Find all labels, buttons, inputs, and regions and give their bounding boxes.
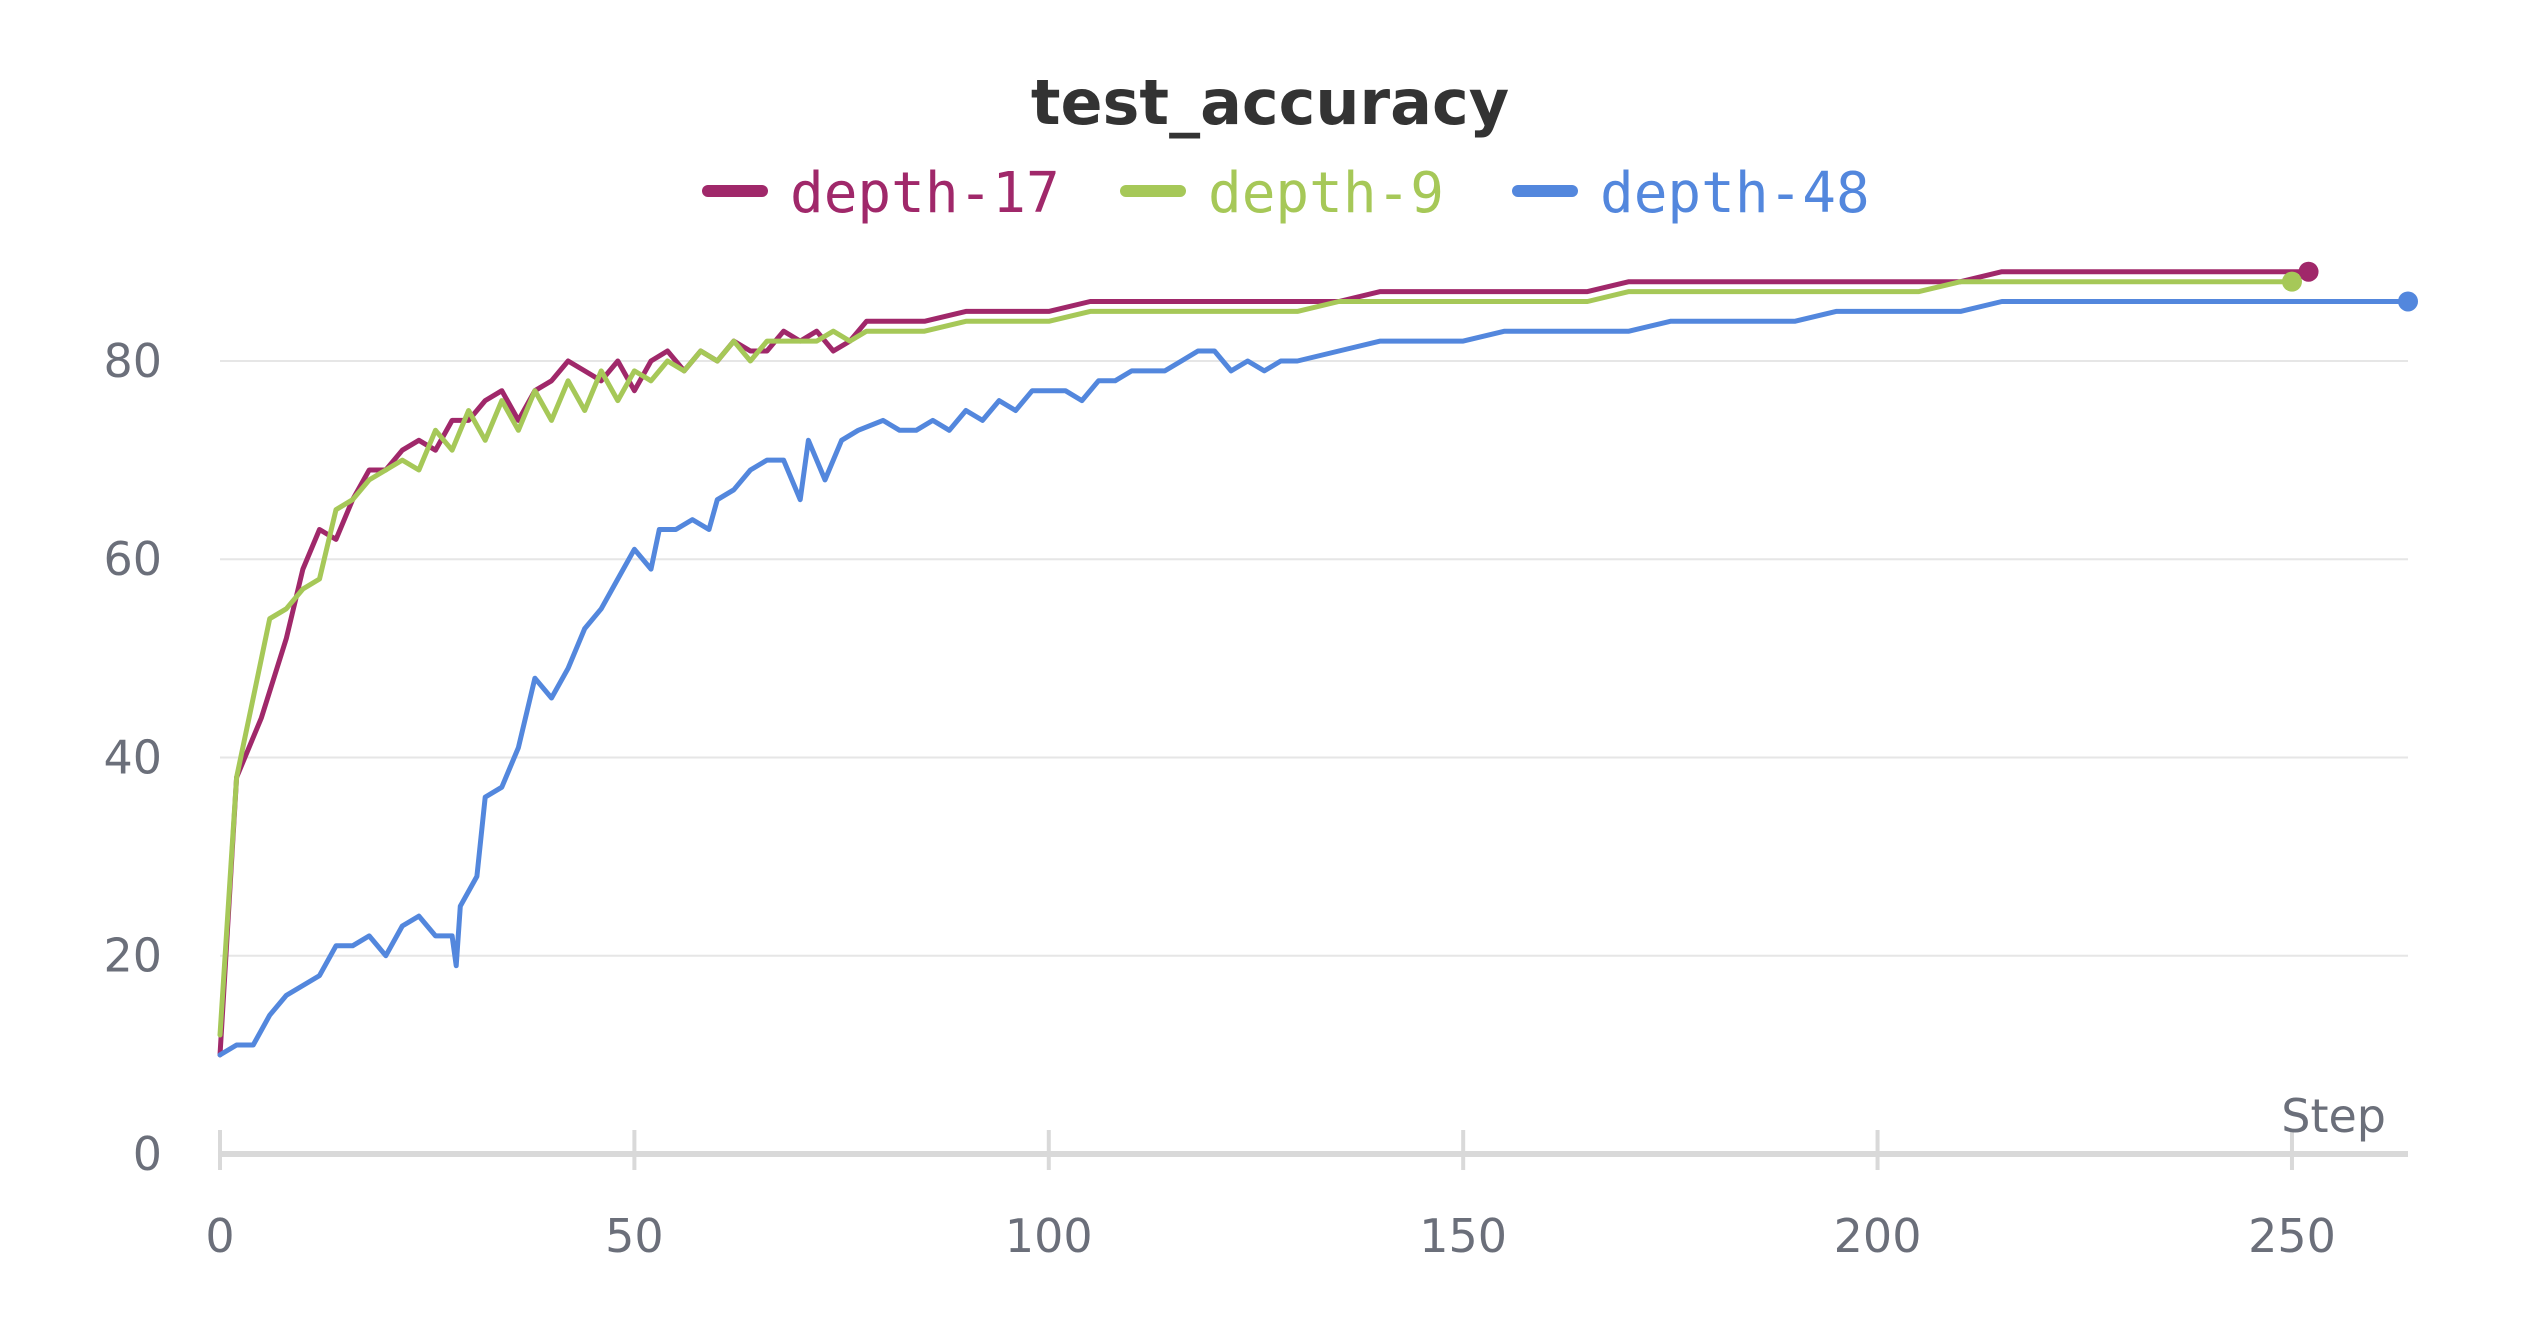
series-end-marker-depth-48	[2398, 291, 2418, 312]
x-tick-label: 50	[605, 1209, 664, 1263]
gridlines	[220, 359, 2408, 957]
y-tick-label: 0	[133, 1127, 162, 1181]
y-tick-label: 80	[103, 334, 162, 388]
x-axis-ticks: 0 50 100 150 200 250	[205, 1130, 2336, 1263]
x-tick-label: 150	[1419, 1209, 1507, 1263]
x-tick-label: 0	[205, 1209, 234, 1263]
legend-label-depth-9: depth-9	[1208, 161, 1444, 226]
y-tick-label: 20	[103, 929, 162, 983]
series-end-marker-depth-9	[2281, 271, 2302, 292]
series-line-depth-48	[217, 299, 2411, 1058]
legend-label-depth-48: depth-48	[1600, 161, 1870, 226]
y-tick-label: 40	[103, 730, 162, 784]
x-axis-title: Step	[2281, 1089, 2386, 1143]
y-tick-label: 60	[103, 532, 162, 586]
series-lines	[217, 261, 2418, 1058]
legend-label-depth-17: depth-17	[790, 161, 1060, 226]
series-line-depth-9	[217, 279, 2295, 1038]
legend: depth-17 depth-9 depth-48	[702, 161, 1870, 226]
series-end-marker-depth-17	[2298, 261, 2319, 282]
x-tick-label: 200	[1834, 1209, 1922, 1263]
x-tick-label: 100	[1005, 1209, 1093, 1263]
x-tick-label: 250	[2248, 1209, 2336, 1263]
chart-title: test_accuracy	[1031, 66, 1509, 139]
y-axis-ticks: 0 20 40 60 80	[103, 334, 162, 1181]
